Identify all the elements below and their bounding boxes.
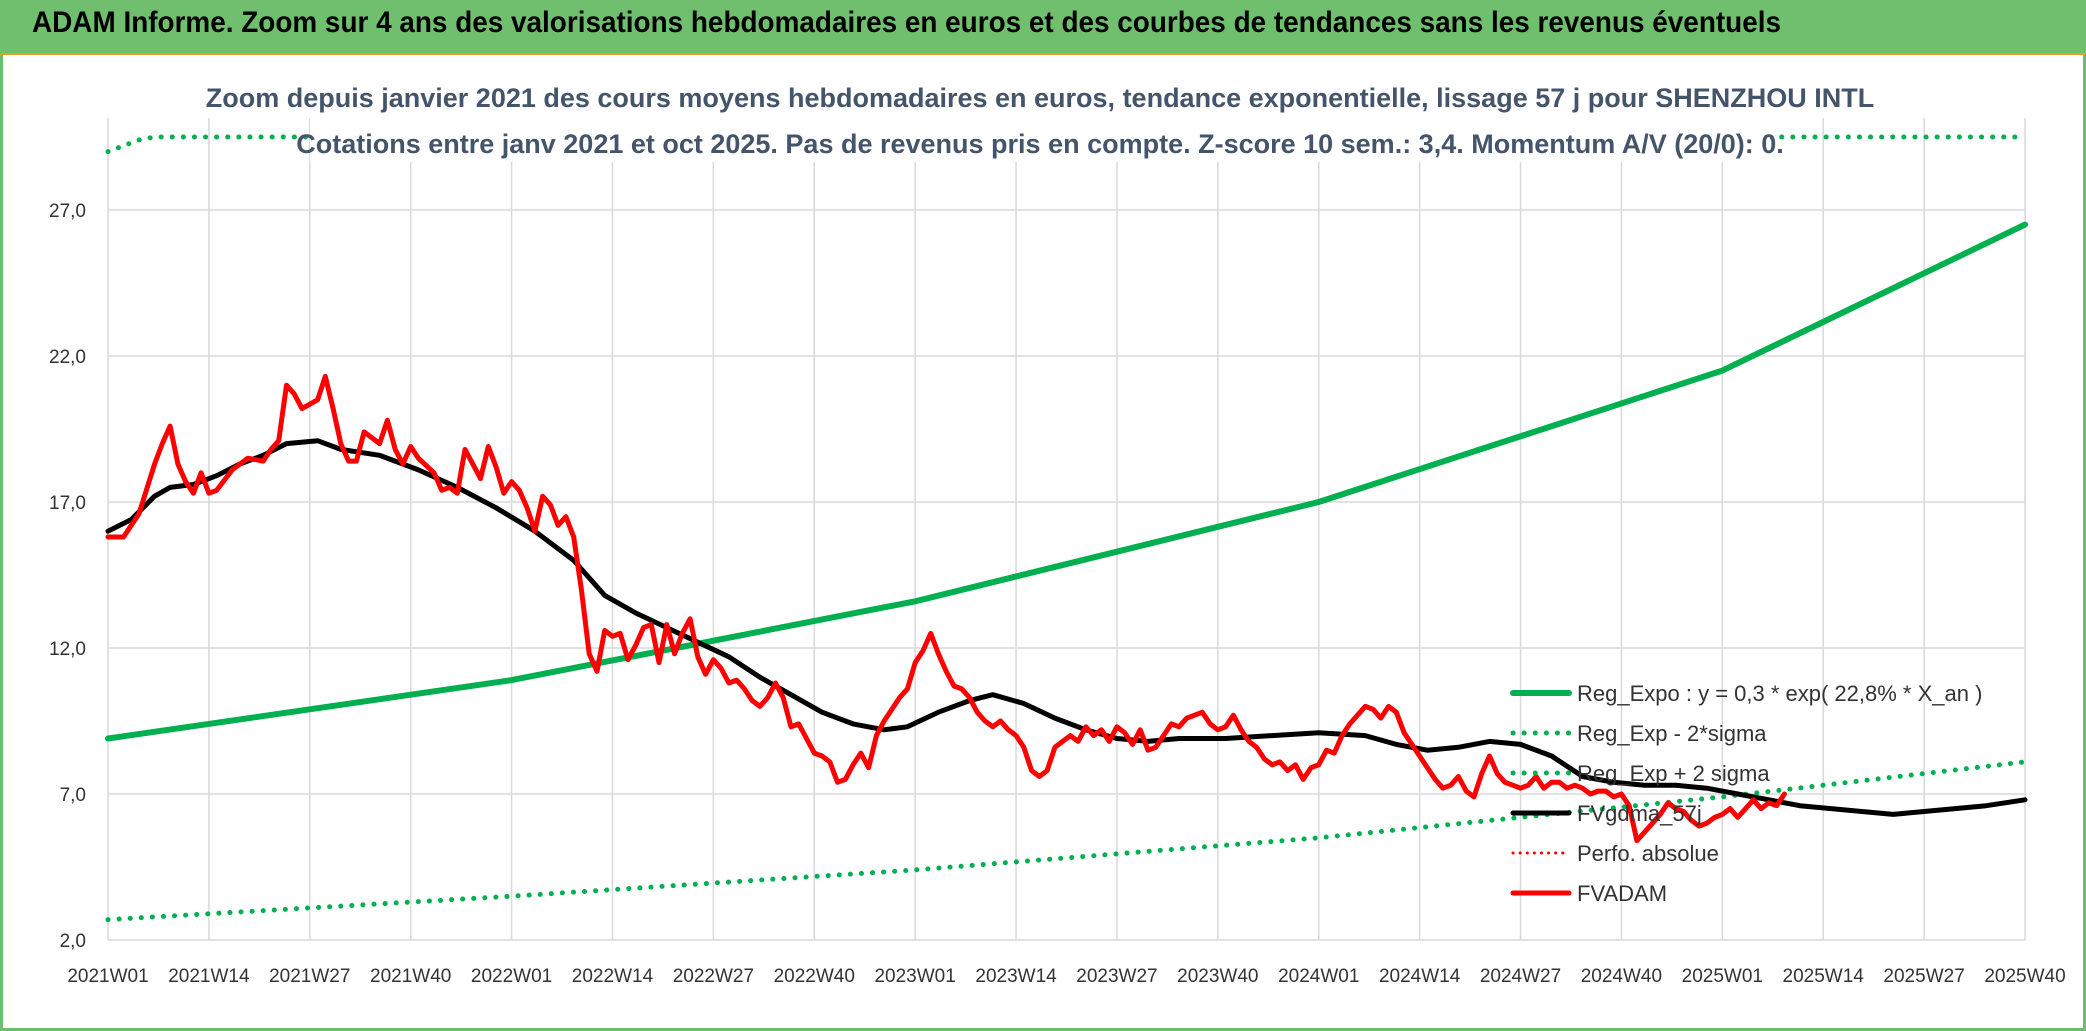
x-tick-label: 2022W27	[673, 966, 754, 987]
x-tick-label: 2024W27	[1480, 966, 1561, 987]
legend-label: Perfo. absolue	[1577, 841, 1719, 866]
series-reg-expo	[105, 221, 2028, 742]
y-tick-label: 7,0	[60, 785, 86, 806]
x-tick-label: 2023W01	[874, 966, 955, 987]
x-tick-label: 2024W01	[1278, 966, 1359, 987]
x-tick-label: 2022W01	[471, 966, 552, 987]
legend-label: FVADAM	[1577, 881, 1667, 906]
x-tick-label: 2023W27	[1076, 966, 1157, 987]
x-tick-label: 2022W14	[572, 966, 654, 987]
x-tick-label: 2021W40	[370, 966, 451, 987]
chart-subtitle: Cotations entre janv 2021 et oct 2025. P…	[296, 129, 1784, 159]
x-tick-label: 2023W14	[975, 966, 1057, 987]
legend: Reg_Expo : y = 0,3 * exp( 22,8% * X_an )…	[1510, 681, 1982, 906]
title-background	[310, 72, 1770, 162]
x-tick-label: 2023W40	[1177, 966, 1258, 987]
series-fvgdma-57j	[105, 438, 2028, 817]
legend-label: FVgdma_57j	[1577, 801, 1702, 826]
y-axis: 2,0 7,0 12,0 17,0 22,0 27,0	[49, 201, 86, 952]
series-fvadam	[105, 373, 1787, 844]
report-banner: ADAM Informe. Zoom sur 4 ans des valoris…	[0, 0, 2086, 55]
legend-label: Reg_Exp + 2 sigma	[1577, 761, 1770, 786]
x-tick-label: 2021W27	[269, 966, 350, 987]
y-tick-label: 17,0	[49, 493, 86, 514]
x-tick-label: 2025W27	[1883, 966, 1964, 987]
y-tick-label: 22,0	[49, 347, 86, 368]
y-tick-label: 12,0	[49, 639, 86, 660]
chart-title: Zoom depuis janvier 2021 des cours moyen…	[206, 83, 1874, 113]
x-tick-label: 2025W14	[1783, 966, 1865, 987]
x-tick-label: 2025W40	[1984, 966, 2065, 987]
legend-label: Reg_Expo : y = 0,3 * exp( 22,8% * X_an )	[1577, 681, 1982, 706]
y-tick-label: 27,0	[49, 201, 86, 222]
x-tick-label: 2025W01	[1682, 966, 1763, 987]
legend-label: Reg_Exp - 2*sigma	[1577, 721, 1767, 746]
series-reg-exp-minus-2sigma	[105, 759, 2028, 923]
grid	[107, 118, 2026, 941]
report-title: ADAM Informe. Zoom sur 4 ans des valoris…	[32, 6, 1781, 39]
x-tick-label: 2024W40	[1581, 966, 1662, 987]
x-tick-label: 2022W40	[774, 966, 855, 987]
series-lines	[105, 134, 2028, 923]
x-tick-label: 2021W01	[67, 966, 148, 987]
x-tick-label: 2021W14	[168, 966, 250, 987]
x-tick-label: 2024W14	[1379, 966, 1461, 987]
x-axis: 2021W01 2021W14 2021W27 2021W40 2022W01 2022W…	[67, 966, 2065, 987]
y-tick-label: 2,0	[60, 931, 86, 952]
